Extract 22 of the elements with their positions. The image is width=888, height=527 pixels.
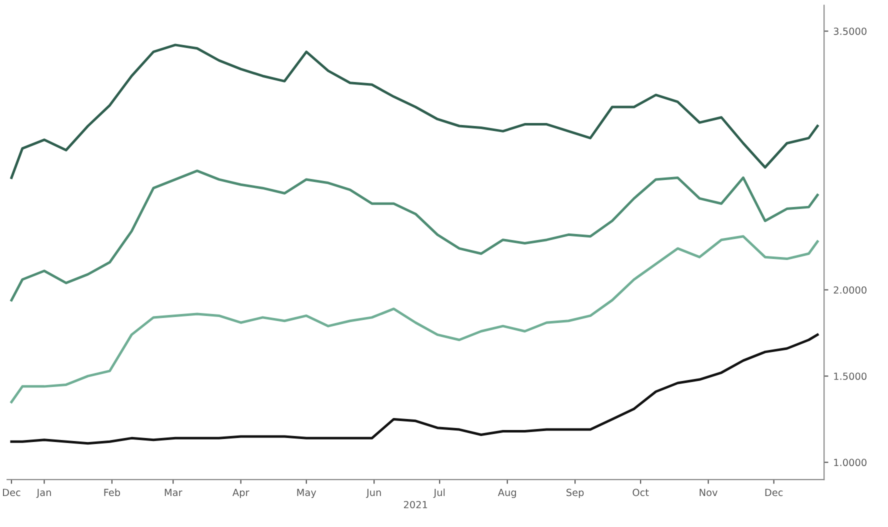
y-tick-label: 3.5000: [834, 28, 866, 35]
x-tick-label: Mar: [164, 488, 182, 496]
y-tick-label: 1.0000: [834, 458, 866, 466]
line-series: [10, 170, 819, 302]
x-tick-label: Jun: [366, 488, 381, 498]
line-series: [10, 235, 819, 404]
x-axis-title: 2021: [404, 500, 428, 508]
line-series: [10, 333, 819, 445]
x-tick-label: May: [297, 488, 316, 498]
y-tick-label: 2.0000: [834, 286, 866, 294]
line-series: [10, 44, 819, 179]
x-tick-label: Nov: [700, 488, 718, 496]
x-tick-label: Dec: [3, 488, 20, 496]
x-tick-label: Jan: [36, 488, 51, 498]
x-tick-label: Apr: [232, 488, 250, 498]
y-tick-label: 1.5000: [834, 372, 866, 380]
x-tick-label: Dec: [765, 488, 783, 496]
x-tick-label: Oct: [632, 488, 649, 496]
x-tick-label: Sep: [566, 488, 584, 498]
x-tick-label: Jul: [433, 488, 445, 498]
x-tick-label: Aug: [498, 488, 516, 498]
x-tick-label: Feb: [104, 488, 120, 496]
